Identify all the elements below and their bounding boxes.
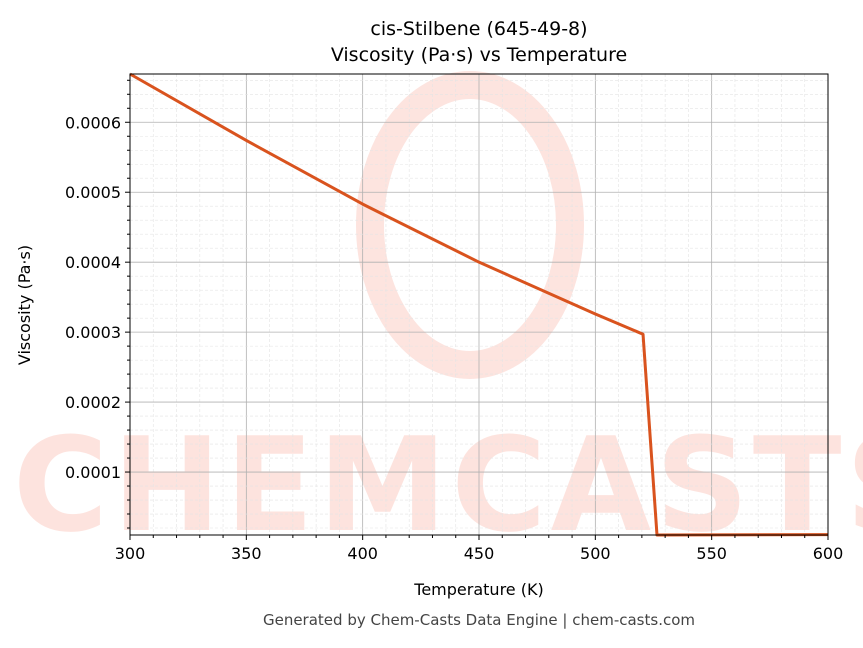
x-tick-label: 550 xyxy=(696,544,727,563)
y-tick-label: 0.0001 xyxy=(65,463,121,482)
x-tick-label: 300 xyxy=(115,544,146,563)
y-tick-label: 0.0002 xyxy=(65,393,121,412)
y-tick-label: 0.0003 xyxy=(65,323,121,342)
x-tick-label: 400 xyxy=(347,544,378,563)
y-tick-label: 0.0004 xyxy=(65,253,121,272)
svg-text:CHEMCASTS: CHEMCASTS xyxy=(13,409,863,561)
x-tick-label: 600 xyxy=(813,544,844,563)
x-tick-label: 350 xyxy=(231,544,262,563)
footer: Generated by Chem-Casts Data Engine | ch… xyxy=(263,611,695,629)
y-axis-label: Viscosity (Pa·s) xyxy=(15,245,34,365)
y-tick-label: 0.0006 xyxy=(65,113,121,132)
chart-subtitle: Viscosity (Pa·s) vs Temperature xyxy=(331,44,627,66)
y-tick-label: 0.0005 xyxy=(65,183,121,202)
viscosity-line xyxy=(129,72,829,537)
x-axis-label: Temperature (K) xyxy=(413,580,543,599)
chart-title: cis-Stilbene (645-49-8) xyxy=(370,18,587,40)
x-tick-label: 450 xyxy=(464,544,495,563)
x-tick-label: 500 xyxy=(580,544,611,563)
watermark-logo: CHEMCASTS xyxy=(13,71,863,561)
